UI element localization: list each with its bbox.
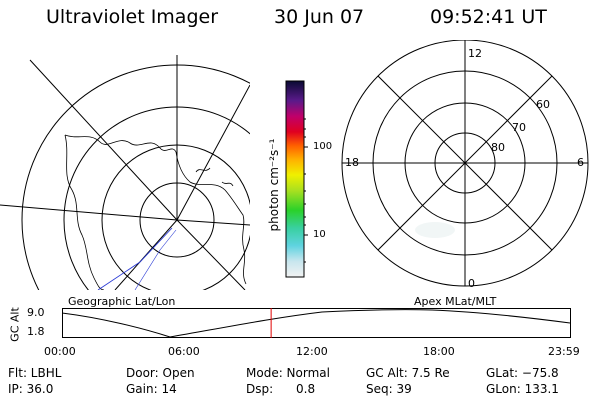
mlat-label-60: 60 bbox=[536, 98, 550, 111]
geographic-map bbox=[0, 55, 250, 290]
filter-info: Flt: LBHL bbox=[8, 366, 62, 380]
mlt-label-6: 6 bbox=[577, 156, 584, 169]
mlt-label-18: 18 bbox=[345, 156, 359, 169]
alt-ylabel: GC Alt bbox=[8, 307, 22, 342]
alt-xtick-2359: 23:59 bbox=[548, 345, 580, 358]
alt-ytick-high: 9.0 bbox=[27, 306, 45, 319]
satellite-track bbox=[97, 227, 173, 290]
lat-circle bbox=[101, 144, 250, 290]
glon-info: GLon: 133.1 bbox=[486, 382, 559, 396]
app-title: Ultraviolet Imager bbox=[46, 6, 219, 28]
date-label: 30 Jun 07 bbox=[274, 6, 365, 28]
alt-ytick-low: 1.8 bbox=[27, 325, 45, 338]
colorbar bbox=[285, 80, 308, 278]
alt-xtick-0000: 00:00 bbox=[44, 345, 76, 358]
altitude-plot bbox=[62, 308, 571, 338]
mlat-label-70: 70 bbox=[512, 121, 526, 134]
meridian-line bbox=[176, 84, 250, 221]
ip-info: IP: 36.0 bbox=[8, 382, 54, 396]
satellite-track bbox=[134, 229, 177, 290]
alt-xtick-1200: 12:00 bbox=[296, 345, 328, 358]
gain-info: Gain: 14 bbox=[126, 382, 177, 396]
mlt-label-12: 12 bbox=[468, 47, 482, 60]
glat-info: GLat: −75.8 bbox=[486, 366, 559, 380]
mode-info: Mode: Normal bbox=[246, 366, 330, 380]
gc-alt-info: GC Alt: 7.5 Re bbox=[366, 366, 450, 380]
lat-circle bbox=[21, 64, 250, 290]
apex-panel-label: Apex MLat/MLT bbox=[414, 295, 497, 308]
geographic-panel-label: Geographic Lat/Lon bbox=[68, 295, 176, 308]
alt-xtick-1800: 18:00 bbox=[423, 345, 455, 358]
coastline bbox=[64, 134, 247, 290]
altitude-curve bbox=[62, 309, 571, 338]
meridian-line bbox=[29, 59, 178, 221]
mlat-label-80: 80 bbox=[491, 141, 505, 154]
colorbar-tick-10: 10 bbox=[313, 229, 326, 240]
meridian-line bbox=[0, 204, 178, 221]
door-info: Door: Open bbox=[126, 366, 195, 380]
alt-xtick-0600: 06:00 bbox=[168, 345, 200, 358]
faint-emission bbox=[415, 222, 455, 238]
meridian-line bbox=[176, 219, 250, 226]
time-label: 09:52:41 UT bbox=[430, 6, 547, 28]
mlt-line bbox=[377, 75, 553, 251]
colorbar-units-label: photon cm⁻²s⁻¹ bbox=[267, 138, 281, 232]
polar-plot bbox=[341, 40, 589, 287]
seq-info: Seq: 39 bbox=[366, 382, 412, 396]
colorbar-tick-100: 100 bbox=[313, 141, 333, 152]
meridian-line bbox=[176, 219, 246, 290]
mlt-label-0: 0 bbox=[468, 277, 475, 290]
dsp-info: Dsp: 0.8 bbox=[246, 382, 316, 396]
